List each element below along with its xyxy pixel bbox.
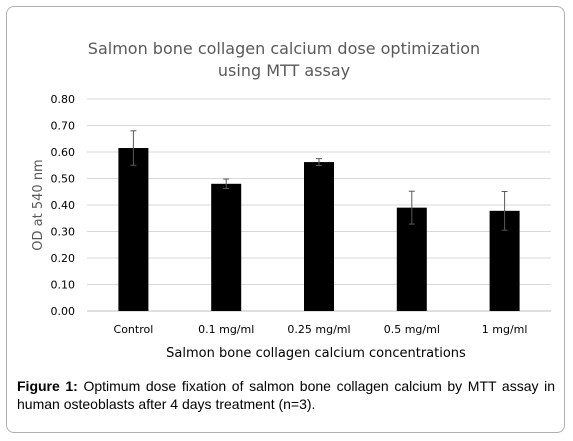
error-bars (130, 130, 508, 231)
bars (118, 148, 520, 311)
y-tick-label: 0.70 (51, 120, 76, 133)
caption-label: Figure 1: (17, 378, 78, 394)
x-tick-label: 0.1 mg/ml (198, 323, 254, 336)
error-bar (408, 190, 415, 225)
y-tick-label: 0.30 (51, 226, 76, 239)
y-tick-labels: 0.00 0.10 0.20 0.30 0.40 0.50 0.60 0.70 0.80 (51, 93, 76, 318)
y-tick-label: 0.60 (51, 146, 76, 159)
y-tick-label: 0.40 (51, 199, 76, 212)
x-tick-label: Control (114, 323, 154, 336)
chart-title-line1: Salmon bone collagen calcium dose optimi… (88, 39, 480, 58)
error-bar (501, 190, 508, 231)
x-tick-labels: Control 0.1 mg/ml 0.25 mg/ml 0.5 mg/ml 1 mg/… (114, 323, 528, 336)
x-tick-label: 1 mg/ml (482, 323, 528, 336)
bar (118, 148, 149, 311)
chart-title-line2: using MTT assay (218, 61, 350, 80)
y-tick-label: 0.80 (51, 93, 76, 106)
y-tick-label: 0.10 (51, 279, 76, 292)
error-bar (223, 178, 230, 190)
caption-text: Optimum dose fixation of salmon bone col… (17, 378, 555, 412)
figure-caption: Figure 1: Optimum dose fixation of salmo… (17, 377, 555, 413)
x-tick-label: 0.5 mg/ml (384, 323, 440, 336)
y-tick-label: 0.00 (51, 305, 76, 318)
error-bar (316, 158, 322, 167)
bar-chart: Salmon bone collagen calcium dose optimi… (31, 39, 551, 361)
bar (304, 162, 334, 311)
error-bar (130, 130, 137, 166)
bar (396, 207, 427, 311)
y-tick-label: 0.50 (51, 173, 76, 186)
y-axis-label: OD at 540 nm (31, 159, 46, 250)
x-axis-label: Salmon bone collagen calcium concentrati… (166, 346, 466, 361)
x-tick-label: 0.25 mg/ml (287, 323, 350, 336)
figure-frame (6, 6, 565, 433)
y-tick-label: 0.20 (51, 252, 76, 265)
bar (211, 183, 242, 311)
